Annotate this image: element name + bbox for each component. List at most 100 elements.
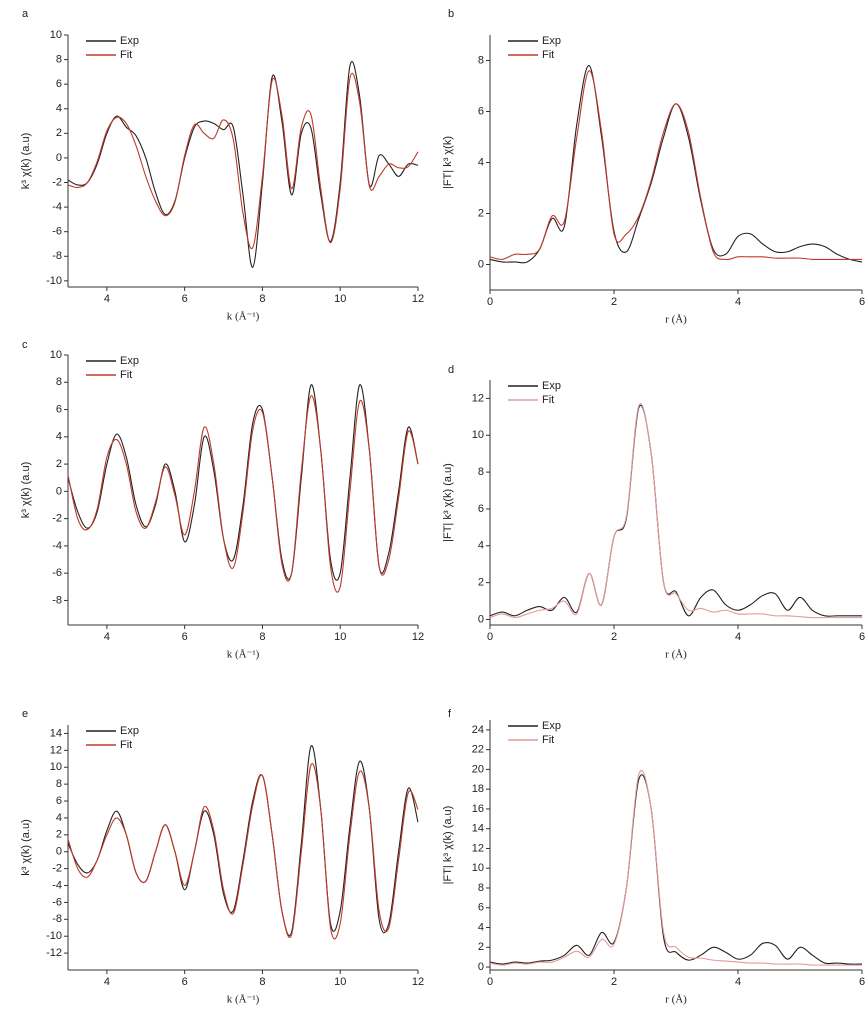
y-tick-label: 20 [472, 763, 484, 775]
data-line [489, 769, 862, 966]
y-tick-label: -8 [52, 250, 62, 262]
y-tick-label: 0 [478, 258, 484, 270]
y-tick-label: 8 [56, 53, 62, 65]
x-tick-label: 12 [412, 976, 424, 988]
y-tick-label: 6 [56, 78, 62, 90]
data-line [67, 61, 419, 268]
y-tick-label: -4 [52, 201, 62, 213]
y-tick-label: 2 [478, 577, 484, 589]
x-tick-label: 12 [412, 293, 424, 305]
data-line [489, 70, 862, 261]
y-tick-label: 4 [478, 540, 484, 552]
y-tick-label: 8 [478, 54, 484, 66]
legend-label: Exp [542, 35, 561, 47]
panel: d 0 2 4 6 8 10 12 0 2 4 6 r (Å) |FT| k³ χ(k) (a.u) Exp… [442, 364, 865, 661]
x-tick-label: 6 [182, 293, 188, 305]
legend-label: Fit [542, 734, 554, 746]
legend-label: Exp [542, 720, 561, 732]
y-tick-label: -6 [52, 896, 62, 908]
x-axis-label: r (Å) [665, 314, 687, 326]
x-tick-label: 6 [182, 631, 188, 643]
x-tick-label: 10 [334, 976, 346, 988]
panel-label: e [22, 708, 28, 720]
y-tick-label: -6 [52, 226, 62, 238]
legend-label: Exp [120, 725, 139, 737]
x-tick-label: 2 [611, 976, 617, 988]
y-tick-label: 14 [50, 727, 62, 739]
y-tick-label: 24 [472, 724, 484, 736]
x-tick-label: 6 [859, 631, 865, 643]
y-tick-label: 4 [56, 431, 62, 443]
y-tick-label: 8 [56, 376, 62, 388]
y-tick-label: 6 [56, 795, 62, 807]
legend-label: Fit [120, 739, 132, 751]
y-tick-label: 18 [472, 783, 484, 795]
y-tick-label: 14 [472, 823, 484, 835]
y-tick-label: 2 [56, 829, 62, 841]
y-tick-label: 6 [478, 105, 484, 117]
y-tick-label: 2 [478, 207, 484, 219]
y-tick-label: 10 [50, 349, 62, 361]
y-tick-label: -8 [52, 594, 62, 606]
y-tick-label: 2 [56, 458, 62, 470]
y-tick-label: 0 [56, 485, 62, 497]
legend-label: Fit [542, 394, 554, 406]
x-tick-label: 10 [334, 293, 346, 305]
x-tick-label: 0 [487, 296, 493, 308]
x-tick-label: 6 [859, 296, 865, 308]
y-axis-label: |FT| k³ χ(k) [442, 136, 454, 189]
x-tick-label: 4 [735, 976, 741, 988]
legend-label: Exp [120, 35, 139, 47]
x-tick-label: 12 [412, 631, 424, 643]
x-tick-label: 4 [735, 631, 741, 643]
y-tick-label: -10 [46, 275, 62, 287]
y-tick-label: 16 [472, 803, 484, 815]
x-tick-label: 4 [735, 296, 741, 308]
y-axis-label: |FT| k³ χ(k) (a.u) [442, 806, 454, 885]
y-tick-label: -4 [52, 540, 62, 552]
y-tick-label: 8 [56, 778, 62, 790]
x-tick-label: 0 [487, 976, 493, 988]
y-tick-label: 22 [472, 744, 484, 756]
y-tick-label: 2 [478, 941, 484, 953]
data-line [67, 745, 419, 937]
y-tick-label: 12 [472, 842, 484, 854]
x-tick-label: 0 [487, 631, 493, 643]
panel-label: c [22, 339, 28, 351]
x-tick-label: 8 [259, 293, 265, 305]
y-tick-label: 6 [56, 403, 62, 415]
legend-label: Exp [542, 380, 561, 392]
y-tick-label: -8 [52, 913, 62, 925]
y-axis-label: k³ χ(k) (a.u) [20, 819, 32, 876]
x-axis-label: r (Å) [665, 649, 687, 661]
data-line [67, 395, 419, 593]
panel: a -10 -8 -6 -4 -2 0 2 4 6 8 10 4 6 8 10 12 k (Å⁻¹) k³ χ(k)… [20, 8, 424, 323]
x-axis-label: r (Å) [665, 994, 687, 1006]
panel-label: d [448, 364, 454, 376]
y-tick-label: 10 [50, 29, 62, 41]
y-tick-label: -6 [52, 567, 62, 579]
y-tick-label: 6 [478, 902, 484, 914]
y-tick-label: 4 [478, 156, 484, 168]
y-tick-label: 0 [478, 613, 484, 625]
y-axis-label: k³ χ(k) (a.u) [20, 133, 32, 190]
y-tick-label: -4 [52, 879, 62, 891]
y-tick-label: -12 [46, 947, 62, 959]
y-tick-label: 10 [472, 862, 484, 874]
x-tick-label: 8 [259, 631, 265, 643]
panel-label: b [448, 8, 454, 20]
data-line [67, 762, 419, 940]
panel: b 0 2 4 6 8 0 2 4 6 r (Å) |FT| k³ χ(k) Exp Fit [442, 8, 865, 326]
legend-label: Exp [120, 355, 139, 367]
y-tick-label: 0 [56, 152, 62, 164]
x-tick-label: 4 [104, 976, 110, 988]
panel: e -12 -10 -8 -6 -4 -2 0 2 4 6 8 10 12 14 4 6 8 10 12 k (Å⁻¹)… [20, 708, 424, 1006]
y-axis-label: |FT| k³ χ(k) (a.u) [442, 463, 454, 542]
y-tick-label: 8 [478, 882, 484, 894]
data-line [489, 404, 862, 617]
y-tick-label: -2 [52, 513, 62, 525]
y-tick-label: 4 [478, 921, 484, 933]
x-tick-label: 4 [104, 293, 110, 305]
